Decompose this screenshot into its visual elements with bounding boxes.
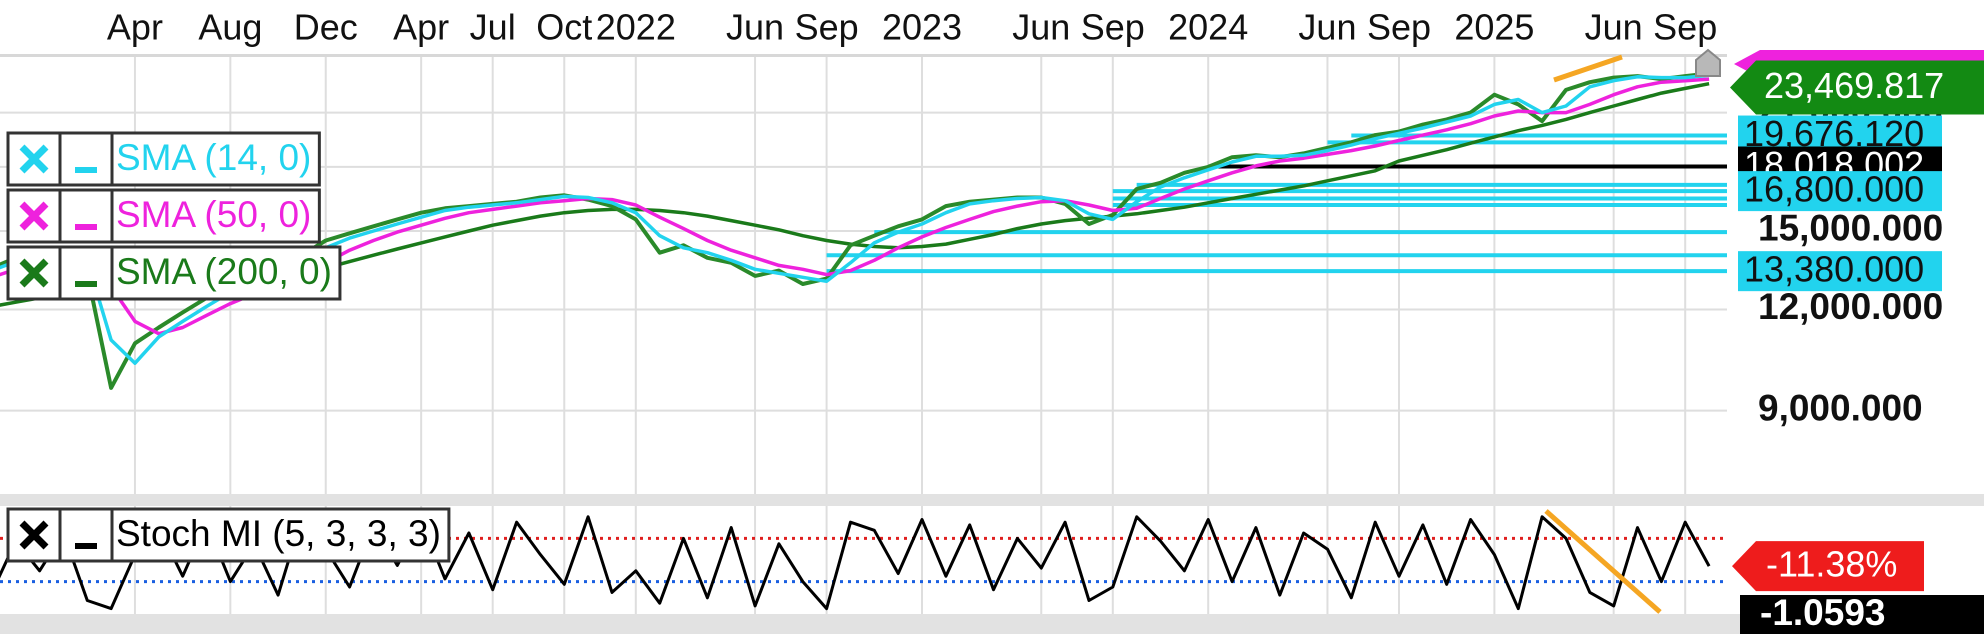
- marker: [1695, 48, 1721, 77]
- trend-line[interactable]: [1553, 54, 1623, 83]
- hide-icon: [75, 543, 97, 549]
- hide-icon: [75, 224, 97, 230]
- x-tick-label: 2022: [596, 7, 676, 48]
- price-tag: [1730, 60, 1984, 115]
- legend-box[interactable]: [110, 131, 321, 187]
- axis-band-border: [0, 54, 1727, 57]
- level-tag: [1738, 251, 1942, 292]
- level-label: 13,380.000: [1744, 249, 1924, 290]
- x-tick-label: Aug: [198, 7, 262, 48]
- x-tick-label: 2024: [1168, 7, 1248, 48]
- legend-box[interactable]: [110, 188, 321, 244]
- remove-icon: [19, 520, 49, 550]
- hide-button[interactable]: [58, 507, 114, 563]
- x-tick-label: Sep: [1367, 7, 1431, 48]
- legend-box[interactable]: [110, 245, 342, 301]
- bottom-band: [0, 614, 1984, 634]
- trend-line[interactable]: [1544, 509, 1662, 614]
- x-tick-label: Apr: [107, 7, 163, 48]
- hide-button[interactable]: [58, 188, 114, 244]
- x-tick-label: Sep: [1081, 7, 1145, 48]
- legend-box[interactable]: [110, 507, 451, 563]
- x-tick-label: Jun: [1012, 7, 1070, 48]
- legend-entry: SMA (200, 0): [6, 245, 342, 301]
- price-grid: [0, 57, 1727, 494]
- x-tick-label: Apr: [393, 7, 449, 48]
- x-tick-label: Oct: [536, 7, 592, 48]
- y-tick-label: 9,000.000: [1758, 387, 1923, 428]
- level-tag: [1738, 171, 1942, 212]
- legend-label: SMA (50, 0): [116, 194, 311, 235]
- y-tick-label: 15,000.000: [1758, 208, 1943, 249]
- legend: SMA (14, 0) SMA (50, 0) SMA (200, 0) Stoch …: [6, 131, 451, 563]
- hide-button[interactable]: [58, 131, 114, 187]
- hide-icon: [75, 167, 97, 173]
- legend-label: SMA (14, 0): [116, 137, 311, 178]
- x-tick-label: Jul: [470, 7, 516, 48]
- x-tick-label: Jun: [726, 7, 784, 48]
- x-tick-label: 2025: [1454, 7, 1534, 48]
- right-axis: 9,000.00012,000.00015,000.00018,000.0002…: [1730, 60, 1984, 634]
- remove-icon: [19, 201, 49, 231]
- legend-label: Stoch MI (5, 3, 3, 3): [116, 513, 441, 554]
- x-tick-label: Sep: [1653, 7, 1717, 48]
- legend-entry: SMA (14, 0): [6, 131, 321, 187]
- hide-button[interactable]: [58, 245, 114, 301]
- level-label: 16,800.000: [1744, 169, 1924, 210]
- y-tick-label: 12,000.000: [1758, 286, 1943, 327]
- remove-icon: [19, 258, 49, 288]
- readout-label: -1.0593: [1760, 592, 1886, 633]
- legend-label: SMA (200, 0): [116, 251, 332, 292]
- stoch-label: -11.38%: [1766, 544, 1897, 585]
- x-tick-label: Sep: [795, 7, 859, 48]
- pane-separator: [0, 494, 1984, 506]
- stoch-tag: [1732, 541, 1924, 592]
- remove-icon: [19, 144, 49, 174]
- price-label: 23,469.817: [1764, 65, 1944, 106]
- x-tick-label: 2023: [882, 7, 962, 48]
- hide-icon: [75, 281, 97, 287]
- readout-box: [1740, 595, 1984, 634]
- legend-entry: Stoch MI (5, 3, 3, 3): [6, 507, 451, 563]
- x-tick-label: Dec: [294, 7, 358, 48]
- x-tick-label: Jun: [1298, 7, 1356, 48]
- legend-entry: SMA (50, 0): [6, 188, 321, 244]
- x-tick-label: Jun: [1585, 7, 1643, 48]
